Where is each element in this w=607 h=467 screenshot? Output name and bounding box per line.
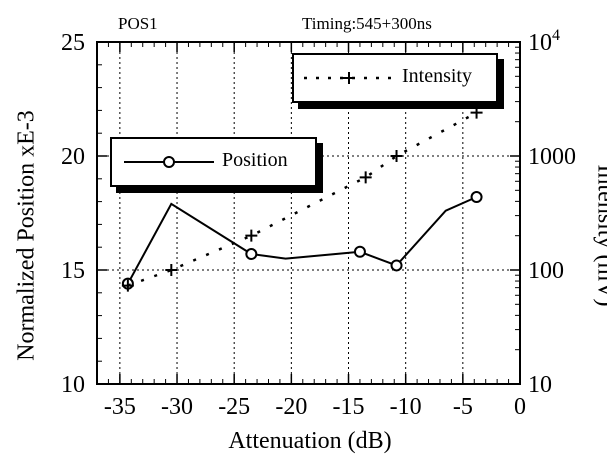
- intensity-point: [359, 171, 372, 184]
- y-tick-label: 10: [61, 372, 85, 398]
- legend-position-symbol: [124, 156, 214, 168]
- x-axis-title: Attenuation (dB): [228, 428, 392, 454]
- plot-frame: [96, 41, 521, 385]
- x-tick-label: -35: [104, 394, 136, 420]
- position-point: [245, 248, 258, 261]
- intensity-point: [165, 264, 178, 276]
- series-position-line: [127, 196, 478, 285]
- y-tick-label: 25: [61, 30, 85, 56]
- y-axis-title-left: Normalized Position xE-3: [13, 110, 40, 361]
- intensity-point: [245, 229, 258, 242]
- timing-note: Timing:545+300ns: [302, 14, 432, 33]
- y-tick-label: 20: [61, 144, 85, 170]
- legend-intensity-symbol: [304, 72, 394, 84]
- series-intensity-line: [127, 111, 478, 287]
- intensity-point: [121, 279, 134, 292]
- x-tick-label: -10: [390, 394, 422, 420]
- x-tick-label: -25: [218, 394, 250, 420]
- intensity-point: [390, 150, 403, 162]
- y-right-tick-label: 10: [528, 372, 552, 398]
- x-tick-label: -20: [275, 394, 307, 420]
- y-tick-label: 15: [61, 258, 85, 284]
- x-tick-label: -5: [453, 394, 473, 420]
- x-tick-label: 0: [514, 394, 526, 420]
- legend-intensity: Intensity: [292, 53, 498, 103]
- y-right-tick-label: 100: [528, 258, 564, 284]
- x-tick-label: -15: [333, 394, 365, 420]
- legend-intensity-label: Intensity: [402, 65, 472, 87]
- position-point: [470, 191, 483, 204]
- legend-position-label: Position: [222, 149, 288, 171]
- y-right-tick-label: 1000: [528, 144, 576, 170]
- position-point: [390, 259, 403, 272]
- x-tick-label: -30: [161, 394, 193, 420]
- position-point: [353, 245, 366, 258]
- y-right-tick-label: 104: [528, 27, 560, 56]
- legend-position: Position: [110, 137, 317, 187]
- y-axis-title-right: Intensity (mV): [592, 164, 607, 307]
- panel-label: POS1: [118, 14, 158, 33]
- intensity-point: [470, 106, 483, 119]
